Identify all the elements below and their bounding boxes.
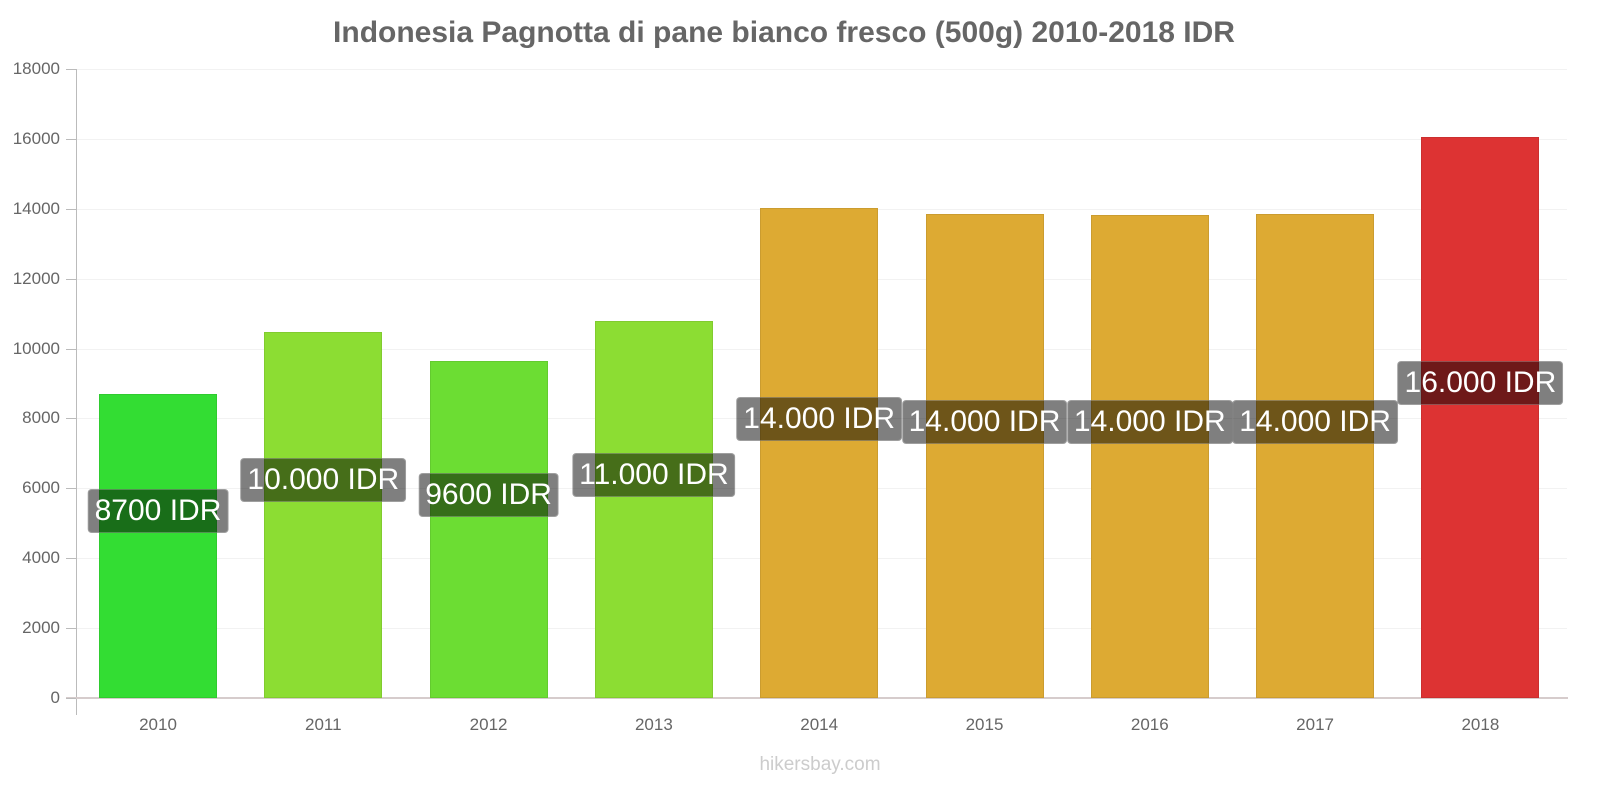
data-label: 14.000 IDR [736, 397, 903, 441]
gridline [77, 138, 1567, 140]
y-tick-label: 2000 [22, 618, 60, 638]
y-tick-mark [66, 208, 76, 210]
x-tick-label: 2013 [634, 715, 673, 734]
data-label: 14.000 IDR [1232, 400, 1398, 444]
y-tick-label: 14000 [12, 198, 60, 218]
data-label: 14.000 IDR [901, 400, 1068, 444]
x-tick-label: 2015 [965, 715, 1004, 734]
y-tick-label: 10000 [12, 338, 60, 358]
y-tick-label: 0 [50, 688, 60, 707]
y-tick-mark [66, 138, 76, 140]
y-tick-mark [66, 558, 76, 560]
data-label: 10.000 IDR [240, 458, 407, 502]
y-tick-label: 16000 [12, 128, 60, 148]
bar-2016[interactable] [1090, 215, 1209, 698]
data-label: 16.000 IDR [1397, 361, 1564, 405]
bar-2017[interactable] [1256, 214, 1375, 698]
bar-2018[interactable] [1421, 137, 1540, 698]
data-label: 8700 IDR [87, 489, 229, 533]
y-tick-mark [66, 69, 76, 70]
chart-title: Indonesia Pagnotta di pane bianco fresco… [333, 16, 1235, 49]
y-tick-label: 18000 [12, 59, 60, 78]
y-tick-label: 8000 [22, 408, 60, 428]
y-tick-mark [66, 628, 76, 630]
y-axis [76, 69, 77, 715]
y-tick-mark [66, 488, 76, 490]
bar-2014[interactable] [760, 208, 879, 698]
data-label: 11.000 IDR [572, 453, 736, 497]
y-tick-mark [66, 418, 76, 420]
data-label: 9600 IDR [418, 473, 559, 517]
y-tick-mark [66, 698, 76, 699]
bar-2012[interactable] [429, 361, 548, 698]
bar-2013[interactable] [594, 320, 713, 698]
x-tick-label: 2018 [1461, 715, 1500, 734]
x-tick-label: 2011 [305, 715, 342, 734]
y-tick-mark [66, 348, 76, 350]
y-tick-mark [66, 278, 76, 280]
x-tick-label: 2014 [800, 715, 839, 734]
bar-2015[interactable] [925, 214, 1044, 698]
gridline [77, 69, 1567, 70]
data-label: 14.000 IDR [1066, 400, 1233, 444]
x-tick-label: 2016 [1130, 715, 1169, 734]
y-tick-label: 6000 [22, 478, 60, 498]
x-axis [66, 697, 1568, 699]
bar-2010[interactable] [99, 393, 217, 698]
bar-2011[interactable] [264, 332, 383, 698]
x-tick-label: 2010 [139, 715, 177, 734]
y-tick-label: 12000 [12, 268, 60, 288]
x-tick-label: 2017 [1296, 715, 1334, 734]
x-tick-label: 2012 [469, 715, 508, 734]
y-tick-label: 4000 [22, 548, 60, 568]
source-credit: hikersbay.com [759, 754, 881, 775]
